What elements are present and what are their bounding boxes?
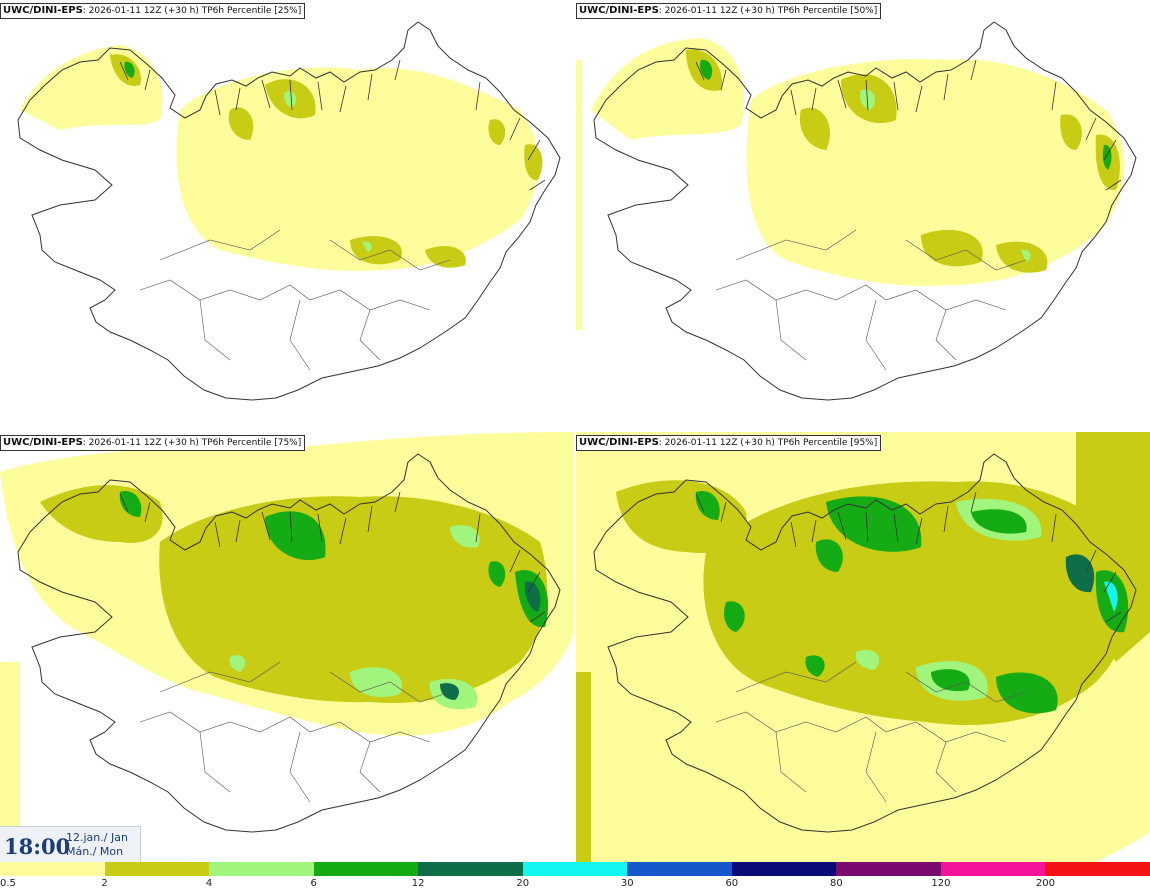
legend-swatch bbox=[1045, 862, 1150, 876]
map-panel-75: UWC/DINI-EPS: 2026-01-11 12Z (+30 h) TP6… bbox=[0, 432, 574, 862]
legend-tick-label: 60 bbox=[725, 878, 739, 889]
valid-date: 12.jan./ Jan Mán./ Mon bbox=[66, 831, 128, 859]
legend-swatch bbox=[418, 862, 523, 876]
legend-swatch bbox=[313, 862, 419, 876]
panel-title: UWC/DINI-EPS: 2026-01-11 12Z (+30 h) TP6… bbox=[576, 435, 882, 451]
precip-map-95 bbox=[576, 432, 1150, 862]
legend-tick-label: 0.5 bbox=[0, 878, 16, 889]
legend-ticks: 0.5 2 4 6 12 20 30 60 80 120 200 bbox=[0, 877, 1150, 891]
date-line-2: Mán./ Mon bbox=[66, 845, 124, 858]
legend-swatch bbox=[940, 862, 1046, 876]
panel-title: UWC/DINI-EPS: 2026-01-11 12Z (+30 h) TP6… bbox=[576, 3, 882, 19]
panel-divider-horizontal bbox=[0, 430, 1150, 432]
legend-swatch bbox=[104, 862, 210, 876]
legend-swatch bbox=[209, 862, 314, 876]
legend-swatch bbox=[836, 862, 941, 876]
panel-title: UWC/DINI-EPS: 2026-01-11 12Z (+30 h) TP6… bbox=[0, 3, 306, 19]
legend-swatches bbox=[0, 862, 1150, 876]
legend-swatch bbox=[731, 862, 837, 876]
legend-swatch bbox=[522, 862, 628, 876]
map-panel-50: UWC/DINI-EPS: 2026-01-11 12Z (+30 h) TP6… bbox=[576, 0, 1150, 430]
panel-title: UWC/DINI-EPS: 2026-01-11 12Z (+30 h) TP6… bbox=[0, 435, 306, 451]
legend-tick-label: 200 bbox=[1035, 878, 1055, 889]
map-panel-95: UWC/DINI-EPS: 2026-01-11 12Z (+30 h) TP6… bbox=[576, 432, 1150, 862]
legend-tick-label: 20 bbox=[516, 878, 530, 889]
valid-time-box: 18:00 12.jan./ Jan Mán./ Mon bbox=[0, 826, 141, 863]
legend-tick-label: 2 bbox=[101, 878, 108, 889]
legend-tick-label: 30 bbox=[620, 878, 634, 889]
map-panel-25: UWC/DINI-EPS: 2026-01-11 12Z (+30 h) TP6… bbox=[0, 0, 574, 430]
legend-swatch bbox=[0, 862, 105, 876]
legend-tick-label: 4 bbox=[205, 878, 213, 889]
legend-tick-label: 12 bbox=[411, 878, 425, 889]
legend-tick-label: 120 bbox=[931, 878, 951, 889]
precip-map-75 bbox=[0, 432, 574, 862]
precip-map-25 bbox=[17, 21, 561, 401]
precip-map-50 bbox=[576, 21, 1137, 401]
legend-tick-label: 80 bbox=[829, 878, 843, 889]
legend-swatch bbox=[627, 862, 732, 876]
valid-time: 18:00 bbox=[4, 834, 71, 859]
color-legend: 0.5 2 4 6 12 20 30 60 80 120 200 bbox=[0, 862, 1150, 891]
date-line-1: 12.jan./ Jan bbox=[66, 831, 128, 844]
legend-tick-label: 6 bbox=[310, 878, 317, 889]
